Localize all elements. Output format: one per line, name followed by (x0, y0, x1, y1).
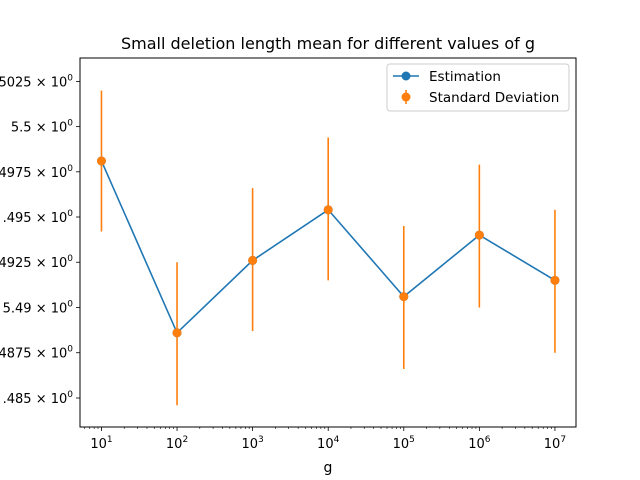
y-tick-label: 4975 × 100 (0, 164, 73, 181)
y-axis: .485 × 100 4875 × 100 5.49 × 100 4925 × 100… (0, 73, 80, 407)
legend-estimation-marker (401, 71, 411, 81)
legend: Estimation Standard Deviation (386, 63, 570, 112)
sd-point (474, 230, 484, 240)
x-tick-label: 103 (241, 435, 263, 452)
y-tick-label: 5.5 × 100 (11, 119, 73, 136)
legend-estimation-label: Estimation (429, 69, 501, 85)
x-tick-label: 106 (468, 435, 491, 452)
plot-area (96, 90, 560, 406)
x-tick-label: 102 (166, 435, 188, 452)
sd-point (248, 255, 258, 265)
y-tick-label: .495 × 100 (3, 209, 74, 226)
y-tick-label: .485 × 100 (3, 390, 74, 407)
sd-point (96, 156, 106, 166)
y-tick-label: 5025 × 100 (0, 73, 73, 90)
legend-box (386, 63, 570, 112)
y-tick-label: 4925 × 100 (0, 254, 73, 271)
y-tick-label: 5.49 × 100 (3, 299, 74, 316)
sd-point (172, 328, 182, 338)
y-tick-label: 4875 × 100 (0, 345, 73, 362)
x-tick-label: 105 (393, 435, 415, 452)
sd-point (399, 292, 409, 302)
chart-title: Small deletion length mean for different… (121, 34, 535, 53)
legend-sd-label: Standard Deviation (429, 90, 559, 106)
sd-point (550, 275, 560, 285)
sd-point (323, 205, 333, 215)
x-axis-label: g (324, 460, 333, 476)
x-axis: 101 102 103 104 105 106 107 (84, 427, 566, 452)
x-tick-label: 101 (90, 435, 112, 452)
x-tick-label: 104 (317, 435, 340, 452)
x-tick-label: 107 (544, 435, 566, 452)
legend-sd-marker (401, 92, 411, 102)
